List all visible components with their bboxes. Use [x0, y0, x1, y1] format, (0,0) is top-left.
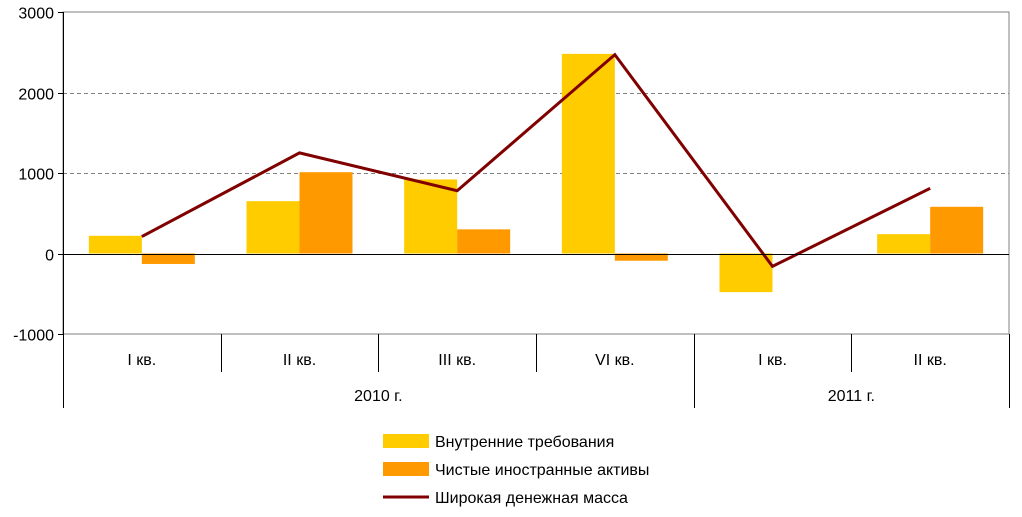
- bar-domestic-claims: [88, 235, 142, 254]
- bar-net-foreign-assets: [141, 253, 195, 264]
- y-tick-label: 0: [45, 248, 54, 265]
- legend-label: Внутренние требования: [435, 434, 614, 451]
- bars-layer: [88, 53, 984, 293]
- x-group-label: 2010 г.: [354, 388, 402, 405]
- x-category-label: II кв.: [914, 352, 947, 369]
- legend-swatch: [383, 462, 429, 476]
- axes-layer: [58, 12, 1010, 408]
- x-category-label: VI кв.: [595, 352, 635, 369]
- legend-label: Чистые иностранные активы: [435, 462, 649, 479]
- bar-domestic-claims: [877, 234, 931, 254]
- line-layer: [141, 52, 931, 269]
- grid-layer: [62, 11, 1010, 335]
- bar-net-foreign-assets: [930, 206, 984, 254]
- legend-layer: Внутренние требования Чистые иностранные …: [383, 434, 649, 507]
- line-broad-money: [141, 52, 931, 269]
- bar-domestic-claims: [719, 253, 773, 293]
- x-category-label: II кв.: [283, 352, 316, 369]
- labels-layer: 3000 2000 1000 0 -1000 I кв. II кв. III кв. VI к…: [13, 6, 947, 406]
- bar-domestic-claims: [404, 179, 458, 254]
- bar-net-foreign-assets: [299, 172, 353, 254]
- bar-net-foreign-assets: [614, 253, 668, 261]
- y-tick-label: 1000: [18, 167, 54, 184]
- legend-label: Широкая денежная масса: [435, 490, 628, 507]
- x-category-label: I кв.: [127, 352, 156, 369]
- y-tick-label: 3000: [18, 6, 54, 23]
- bar-domestic-claims: [246, 201, 300, 254]
- y-tick-label: -1000: [13, 328, 54, 345]
- x-category-label: III кв.: [438, 352, 476, 369]
- bar-net-foreign-assets: [457, 229, 511, 254]
- x-group-label: 2011 г.: [828, 388, 875, 405]
- bar-domestic-claims: [561, 53, 615, 254]
- y-tick-label: 2000: [18, 87, 54, 104]
- legend-swatch: [383, 434, 429, 448]
- x-category-label: I кв.: [758, 352, 787, 369]
